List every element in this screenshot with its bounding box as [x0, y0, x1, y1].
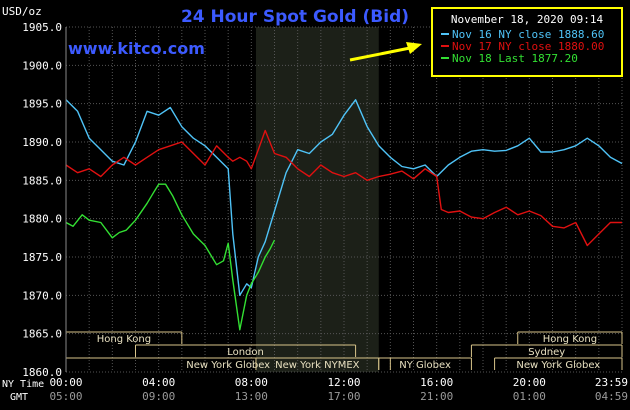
watermark-url: www.kitco.com	[68, 39, 205, 58]
session-label: Sydney	[528, 347, 565, 358]
legend-timestamp: November 18, 2020 09:14	[451, 13, 604, 26]
x-tick-label-gmt: 05:00	[49, 390, 82, 403]
y-tick-label: 1895.0	[22, 98, 62, 111]
y-tick-label: 1880.0	[22, 213, 62, 226]
y-axis-label: USD/oz	[2, 5, 42, 18]
session-label: Hong Kong	[97, 334, 151, 345]
session-label: New York NYMEX	[275, 360, 360, 371]
y-tick-label: 1870.0	[22, 289, 62, 302]
x-tick-label-gmt: 01:00	[513, 390, 546, 403]
x-axis-ny-label: NY Time	[2, 379, 44, 390]
x-tick-label-gmt: 04:59	[595, 390, 628, 403]
x-tick-label-ny: 16:00	[420, 376, 453, 389]
session-label: New York Globex	[186, 360, 270, 371]
session-label: New York Globex	[516, 360, 600, 371]
x-tick-label-gmt: 13:00	[235, 390, 268, 403]
session-label: Hong Kong	[543, 334, 597, 345]
x-tick-label-ny: 00:00	[49, 376, 82, 389]
x-tick-label-gmt: 09:00	[142, 390, 175, 403]
y-tick-label: 1905.0	[22, 21, 62, 34]
x-tick-label-gmt: 21:00	[420, 390, 453, 403]
x-tick-label-ny: 20:00	[513, 376, 546, 389]
x-tick-label-ny: 08:00	[235, 376, 268, 389]
x-tick-label-gmt: 17:00	[327, 390, 360, 403]
y-tick-label: 1865.0	[22, 328, 62, 341]
y-tick-label: 1875.0	[22, 251, 62, 264]
x-axis-gmt-label: GMT	[10, 392, 28, 403]
x-tick-label-ny: 12:00	[327, 376, 360, 389]
x-tick-label-ny: 23:59	[595, 376, 628, 389]
session-label: London	[227, 347, 264, 358]
y-tick-label: 1890.0	[22, 136, 62, 149]
chart-title: 24 Hour Spot Gold (Bid)	[181, 7, 409, 27]
x-tick-label-ny: 04:00	[142, 376, 175, 389]
session-label: NY Globex	[399, 360, 451, 371]
y-tick-label: 1885.0	[22, 174, 62, 187]
y-tick-label: 1900.0	[22, 59, 62, 72]
legend-entry-nov18: Nov 18 Last 1877.20	[452, 52, 578, 65]
legend: November 18, 2020 09:14 Nov 16 NY close …	[432, 8, 622, 76]
